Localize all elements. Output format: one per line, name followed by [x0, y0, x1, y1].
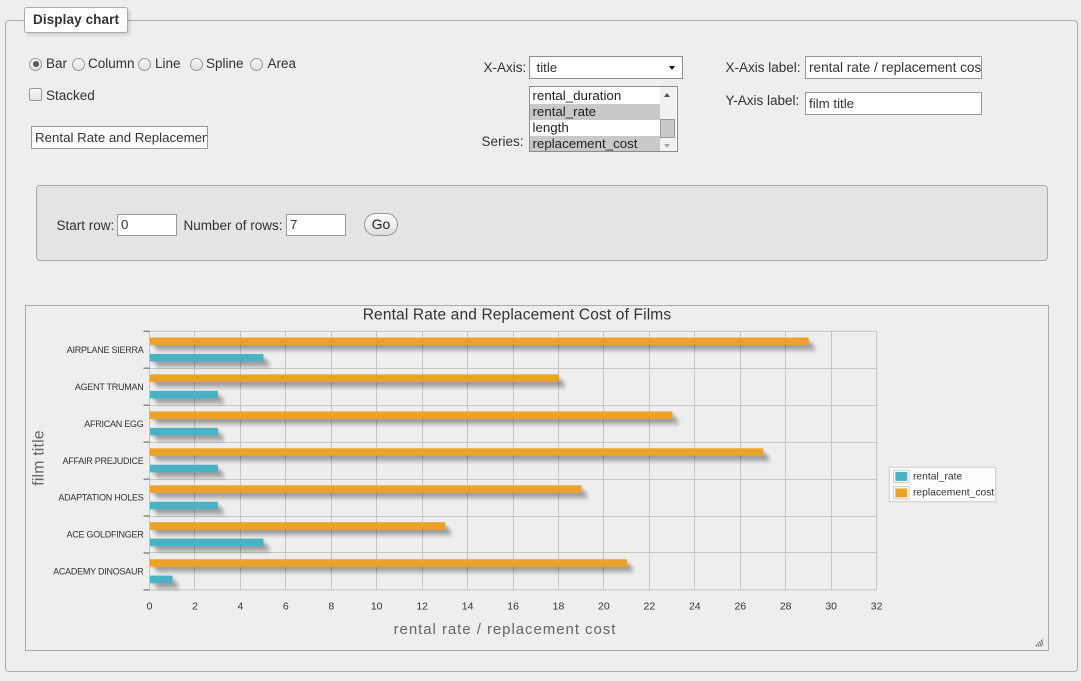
svg-text:2: 2 — [192, 601, 198, 613]
svg-text:film title: film title — [31, 430, 48, 486]
svg-text:16: 16 — [507, 601, 519, 613]
svg-text:Rental Rate and Replacement Co: Rental Rate and Replacement Cost of Film… — [363, 306, 672, 323]
svg-text:10: 10 — [371, 601, 383, 613]
svg-text:0: 0 — [147, 601, 153, 613]
svg-text:AFRICAN EGG: AFRICAN EGG — [84, 419, 144, 429]
svg-text:AFFAIR PREJUDICE: AFFAIR PREJUDICE — [62, 456, 143, 466]
svg-text:AGENT TRUMAN: AGENT TRUMAN — [75, 382, 144, 392]
svg-text:AIRPLANE SIERRA: AIRPLANE SIERRA — [67, 345, 144, 355]
svg-text:4: 4 — [237, 601, 243, 613]
svg-text:replacement_cost: replacement_cost — [913, 488, 994, 499]
svg-text:22: 22 — [644, 601, 656, 613]
svg-text:rental_rate: rental_rate — [913, 472, 963, 483]
svg-text:12: 12 — [416, 601, 428, 613]
svg-text:20: 20 — [598, 601, 610, 613]
svg-text:28: 28 — [780, 601, 792, 613]
svg-text:30: 30 — [825, 601, 837, 613]
svg-text:ACADEMY DINOSAUR: ACADEMY DINOSAUR — [53, 567, 144, 577]
svg-text:ACE GOLDFINGER: ACE GOLDFINGER — [66, 530, 144, 540]
svg-text:14: 14 — [462, 601, 474, 613]
svg-text:ADAPTATION HOLES: ADAPTATION HOLES — [58, 493, 143, 503]
svg-text:18: 18 — [553, 601, 565, 613]
svg-text:32: 32 — [871, 601, 883, 613]
svg-text:24: 24 — [689, 601, 701, 613]
svg-text:8: 8 — [328, 601, 334, 613]
svg-text:rental rate / replacement cost: rental rate / replacement cost — [394, 621, 617, 638]
svg-text:26: 26 — [734, 601, 746, 613]
svg-text:6: 6 — [283, 601, 289, 613]
